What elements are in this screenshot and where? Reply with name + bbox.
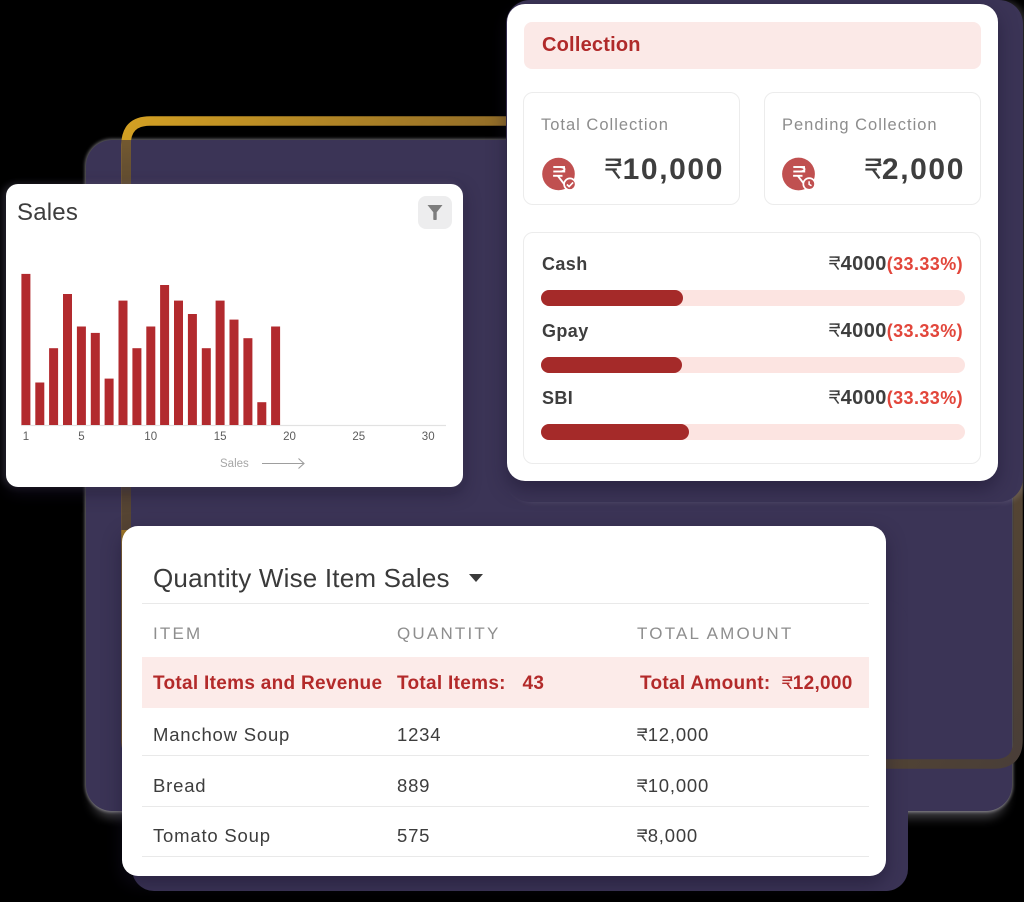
svg-text:20: 20 [283, 431, 296, 443]
svg-text:1: 1 [23, 431, 29, 443]
svg-text:5: 5 [78, 431, 84, 443]
svg-text:10: 10 [144, 431, 157, 443]
svg-text:30: 30 [422, 431, 435, 443]
svg-text:25: 25 [352, 431, 365, 443]
svg-text:15: 15 [214, 431, 227, 443]
svg-text:Sales: Sales [220, 458, 249, 470]
